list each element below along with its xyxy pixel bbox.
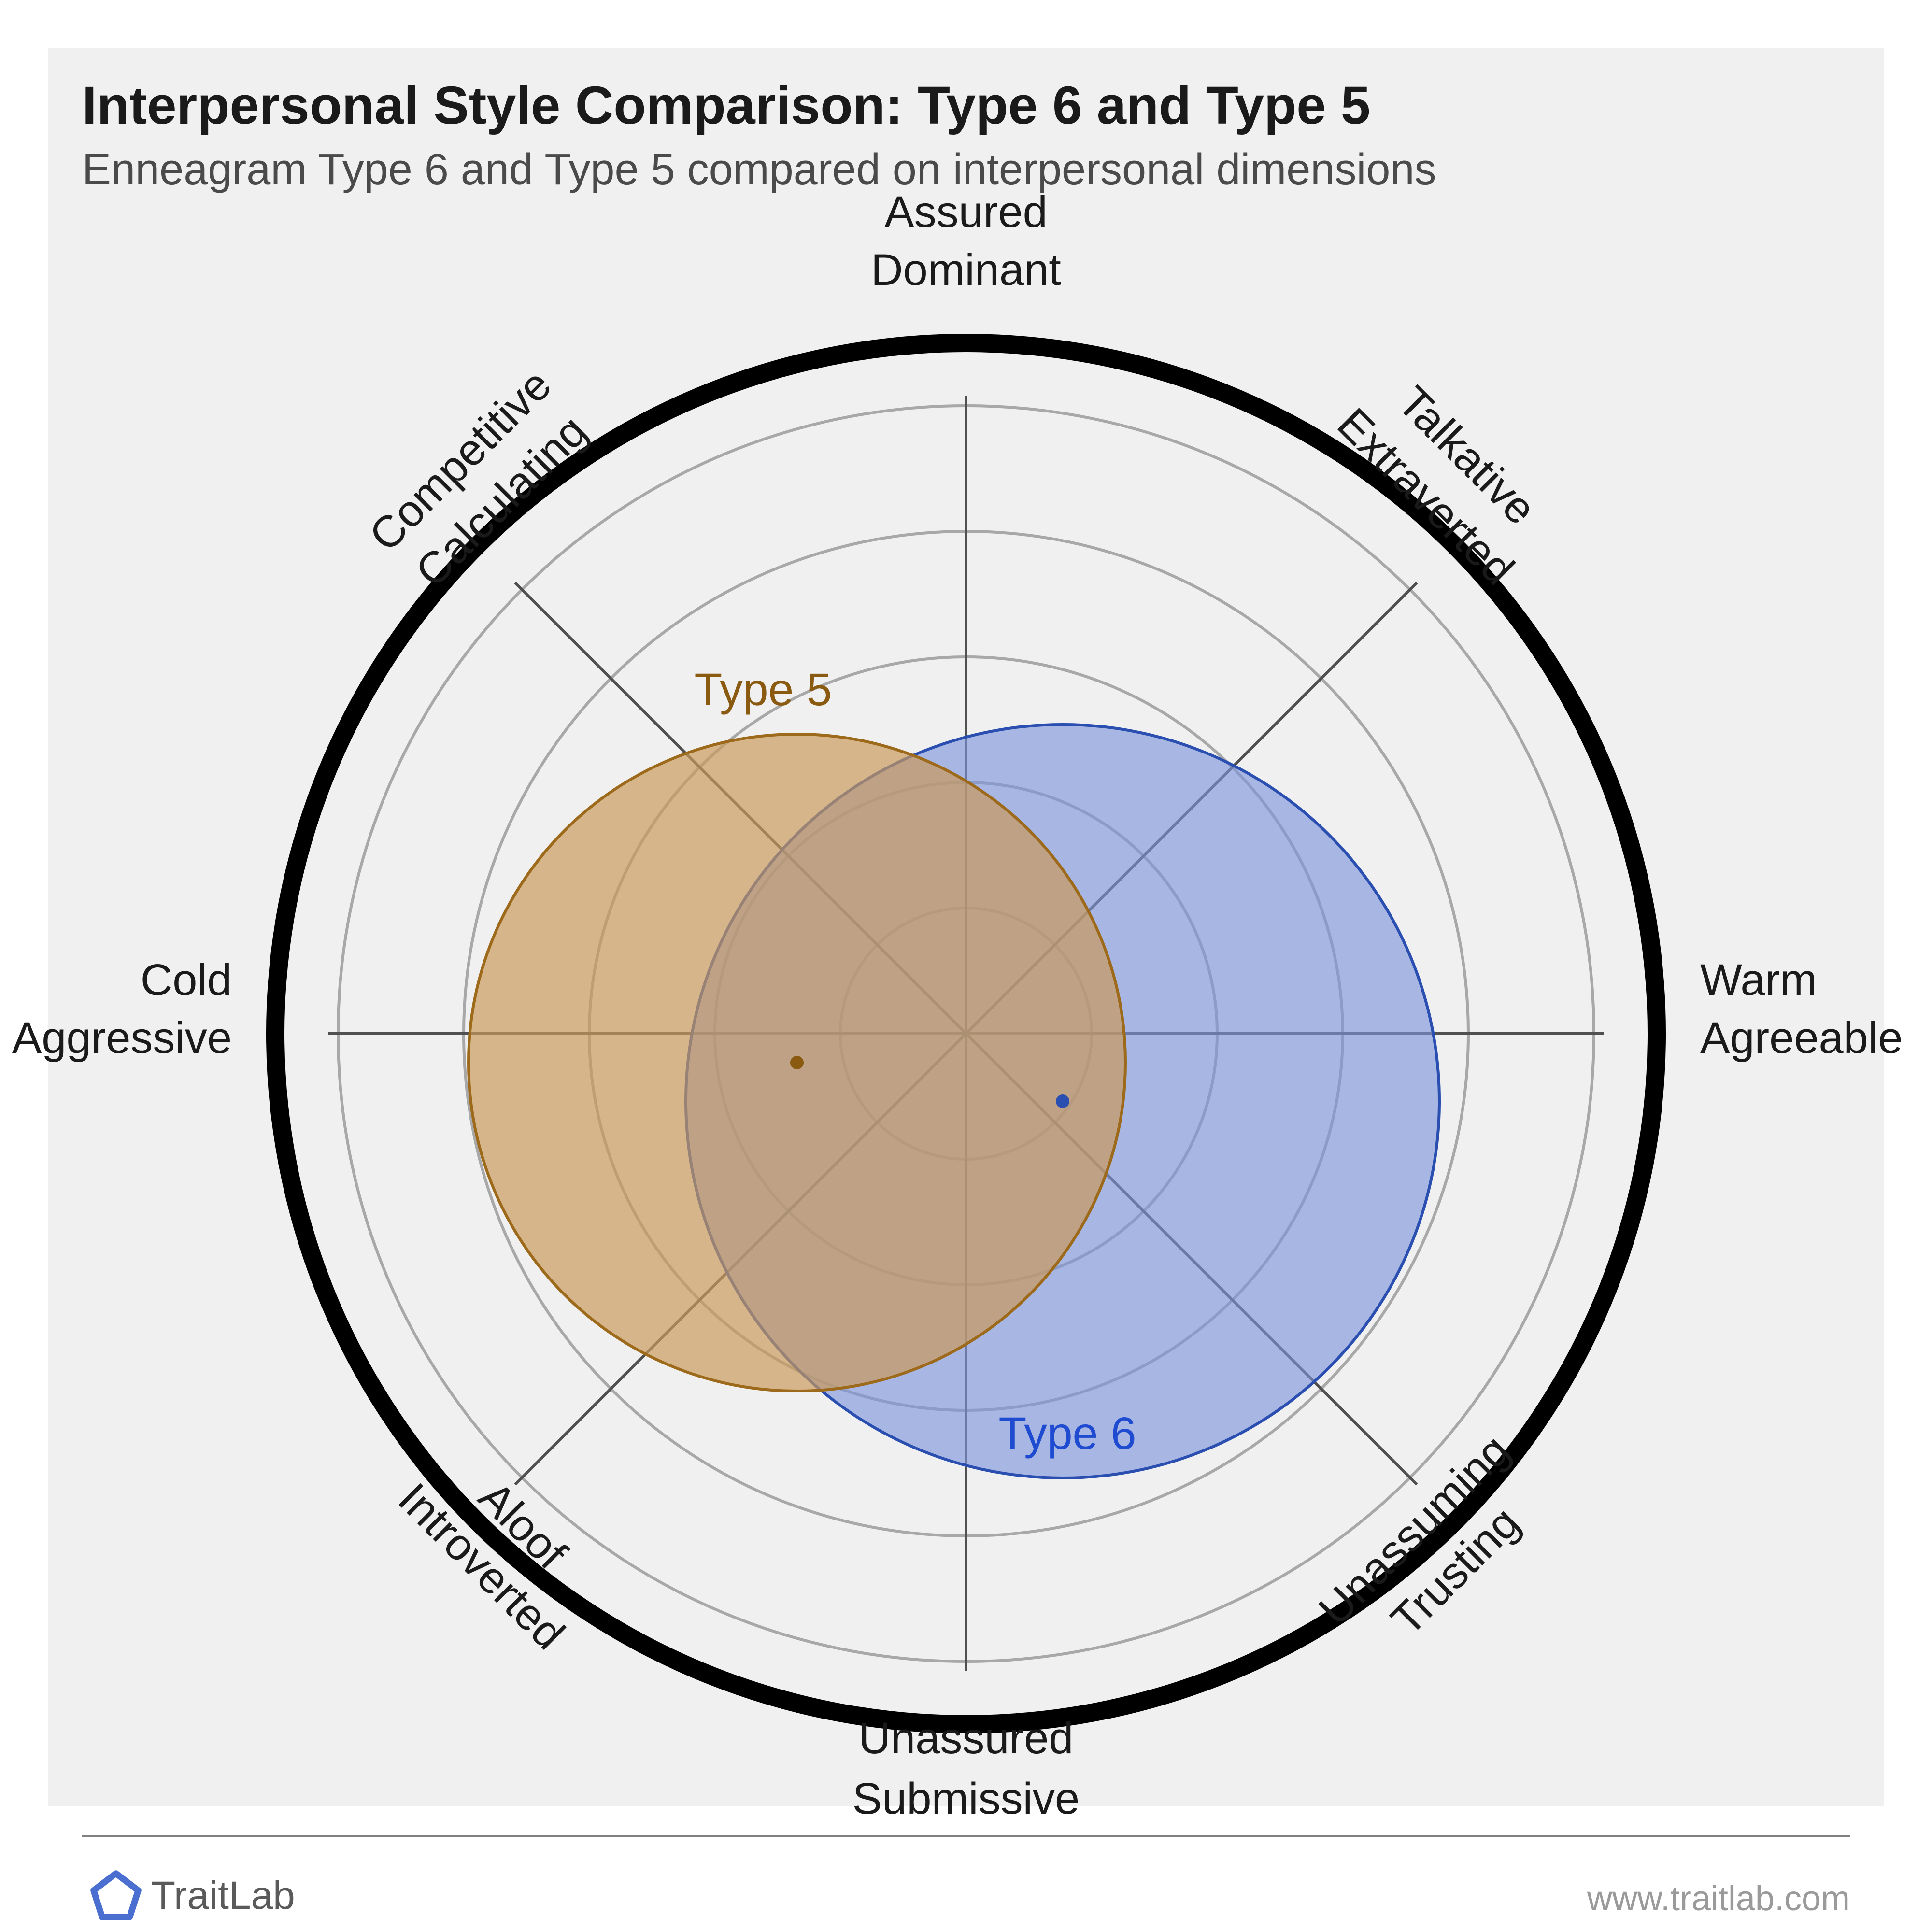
brand-logo-icon — [89, 1869, 142, 1922]
axis-label-right-outer: Agreeable — [1700, 1013, 1903, 1063]
series-center-type-6 — [1056, 1094, 1069, 1108]
axis-label-left-inner: Cold — [141, 955, 232, 1005]
brand: TraitLab — [89, 1869, 295, 1922]
axis-label-top-inner: Dominant — [871, 245, 1061, 295]
axis-label-bottom-inner: Unassured — [859, 1714, 1074, 1763]
axis-label-right-inner: Warm — [1700, 955, 1817, 1005]
brand-text: TraitLab — [151, 1873, 295, 1918]
series-center-type-5 — [790, 1056, 804, 1069]
interpersonal-circumplex-chart: DominantAssuredExtravertedTalkativeWarmA… — [0, 0, 1932, 1932]
footer-divider — [82, 1835, 1850, 1837]
footer-url: www.traitlab.com — [1587, 1879, 1850, 1918]
axis-label-bottom-outer: Submissive — [852, 1774, 1080, 1823]
axis-label-left-outer: Aggressive — [12, 1013, 232, 1063]
series-label-type-5: Type 5 — [694, 664, 832, 715]
axis-label-top-outer: Assured — [884, 187, 1048, 237]
series-label-type-6: Type 6 — [998, 1408, 1136, 1459]
